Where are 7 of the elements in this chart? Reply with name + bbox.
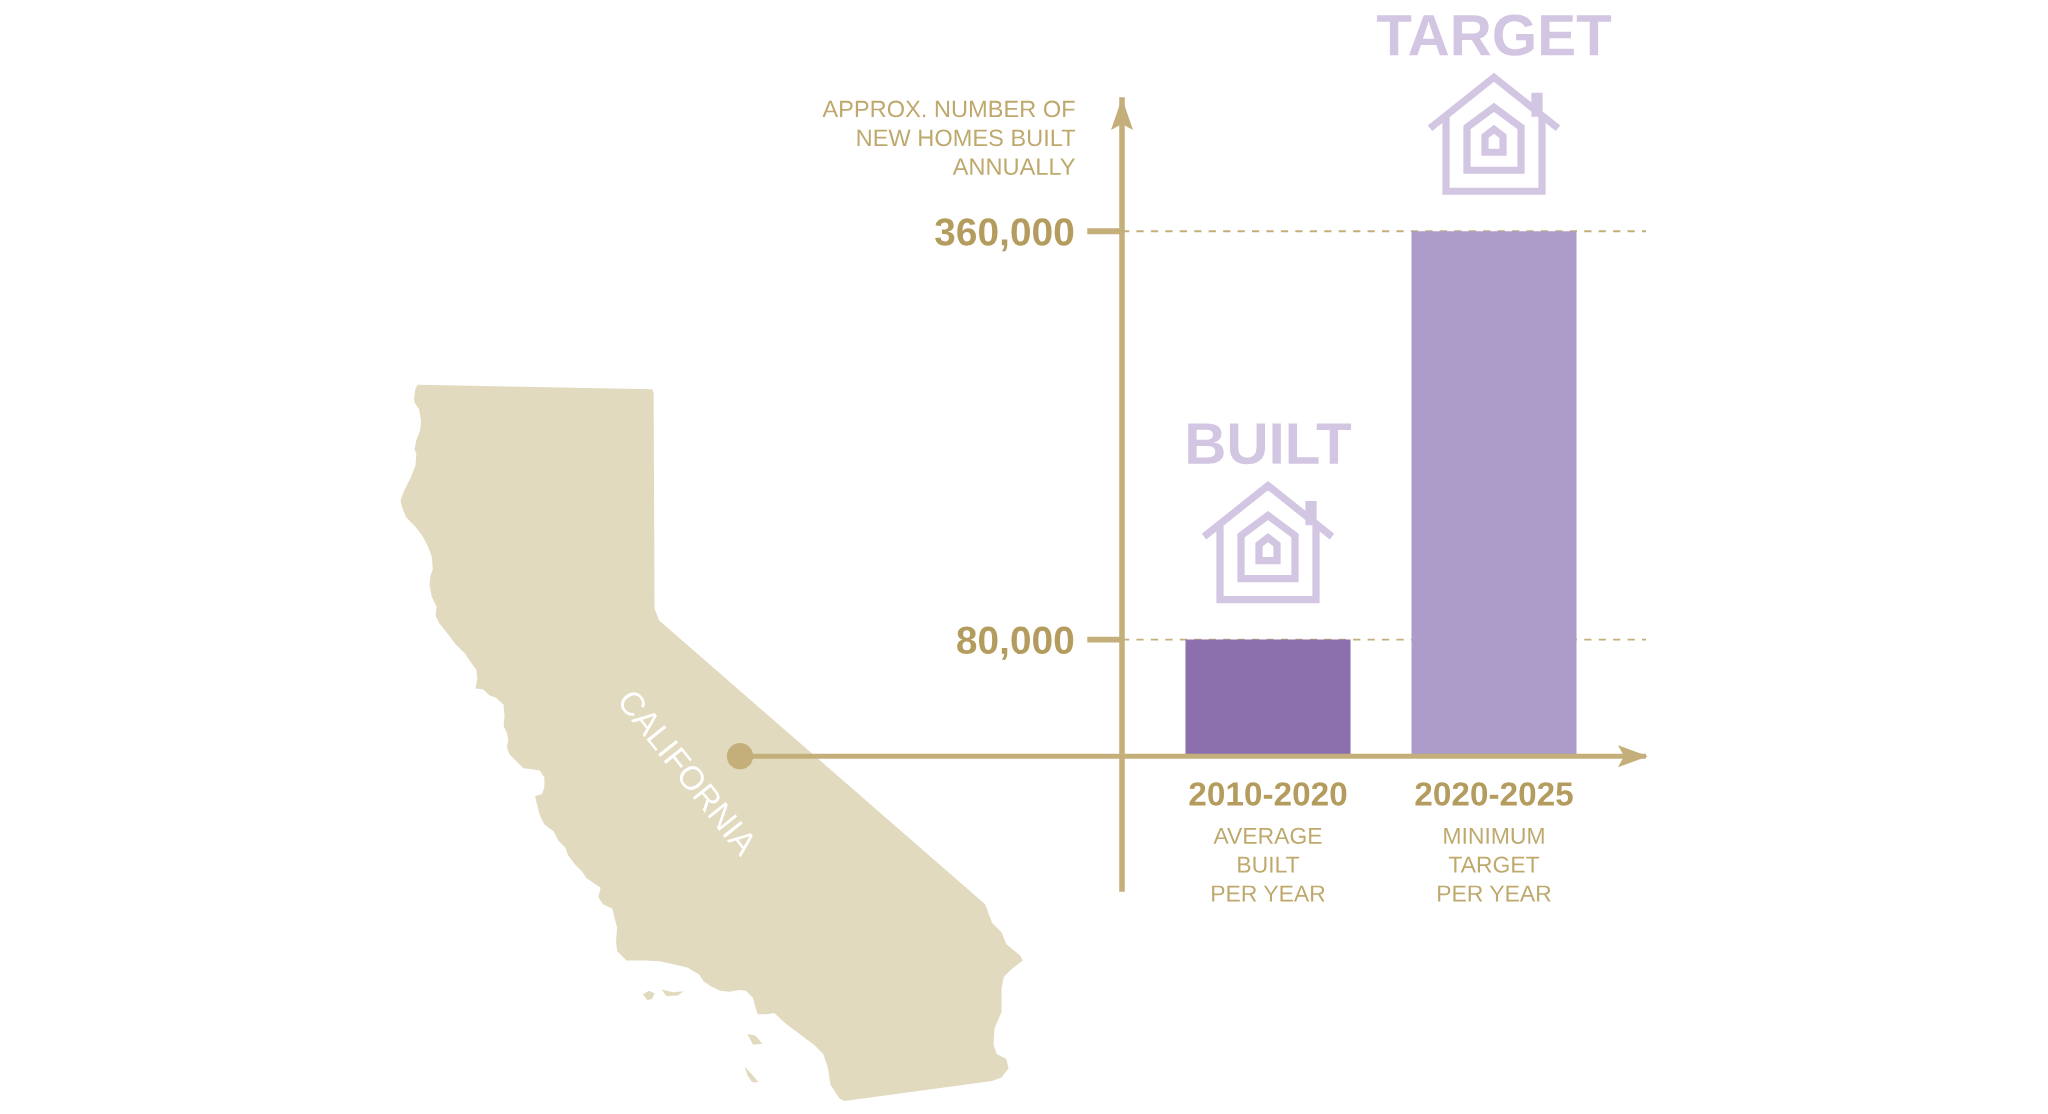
y-tick-label: 360,000 <box>935 218 1074 252</box>
annotation: BUILT <box>1188 423 1352 465</box>
text: TARGET <box>1376 14 1612 56</box>
y-axis-title: APPROX. NUMBER OF NEW HOMES BUILT ANNUALLY <box>822 100 1076 176</box>
y-tick-label: 80,000 <box>957 626 1074 660</box>
category-label: 2020-2025 MINIMUM TARGET PER YEAR <box>1415 782 1573 902</box>
category-label: 2010-2020 AVERAGE BUILT PER YEAR <box>1189 782 1347 902</box>
